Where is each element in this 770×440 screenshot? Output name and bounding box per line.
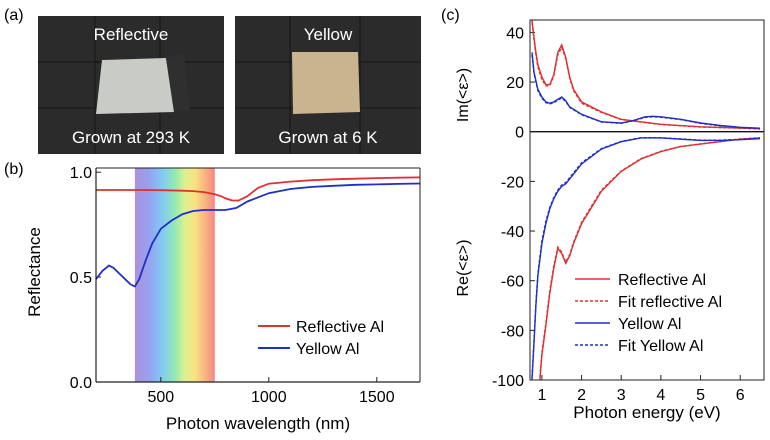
photo-reflective-bottom-text: Grown at 293 K <box>72 128 191 147</box>
legend-b: Reflective Al Yellow Al <box>258 319 384 358</box>
plot-c-ylabel-bottom: Re(<ε>) <box>455 240 472 297</box>
x-tick-label: 6 <box>736 387 745 404</box>
panel-c-label: (c) <box>441 7 460 24</box>
x-tick-label: 1500 <box>359 389 395 406</box>
plot-c-frame <box>529 19 765 381</box>
plot-c-series <box>531 20 761 380</box>
legend-label: Fit reflective Al <box>618 294 722 311</box>
x-tick-label: 1 <box>537 387 546 404</box>
photo-yellow-bottom-text: Grown at 6 K <box>278 128 378 147</box>
x-tick-label: 1000 <box>251 389 287 406</box>
x-tick-label: 4 <box>656 387 665 404</box>
y-tick-label: 0.0 <box>70 375 92 392</box>
photo-reflective: Reflective Grown at 293 K <box>38 16 224 154</box>
series-line-fit-yellow-al <box>531 137 761 378</box>
reflectance-chart: 500 1000 1500 0.0 0.5 1.0 <box>70 165 421 406</box>
y-tick-label: 40 <box>506 25 524 42</box>
y-tick-label: -40 <box>501 224 524 241</box>
x-tick-label: 2 <box>577 387 586 404</box>
visible-spectrum-band <box>134 168 215 382</box>
photo-reflective-top-text: Reflective <box>94 25 169 44</box>
dielectric-chart: 1 2 3 4 5 6 -100 -80 -60 -40 -20 0 20 40 <box>492 20 764 404</box>
reflective-sample <box>96 58 174 114</box>
y-tick-label: -80 <box>501 323 524 340</box>
series-line-reflective-al <box>539 137 761 380</box>
series-line-reflective-al <box>531 20 761 130</box>
sample-shadow <box>166 54 190 112</box>
x-tick-label: 5 <box>696 387 705 404</box>
plot-c-ylabel-top: Im(<ε>) <box>455 68 472 122</box>
plot-c-xlabel: Photon energy (eV) <box>573 403 720 422</box>
y-tick-label: -100 <box>492 373 524 390</box>
photo-yellow-top-text: Yellow <box>304 25 353 44</box>
legend-c: Reflective Al Fit reflective Al Yellow Al F… <box>575 272 722 355</box>
photo-yellow: Yellow Grown at 6 K <box>235 16 421 154</box>
series-line-yellow-al <box>95 182 421 288</box>
panel-b-label: (b) <box>4 161 24 178</box>
y-tick-label: 0 <box>515 125 524 142</box>
x-tick-label: 500 <box>147 389 174 406</box>
panel-a-label: (a) <box>4 7 24 24</box>
y-tick-label: 1.0 <box>70 165 92 182</box>
y-tick-label: -60 <box>501 274 524 291</box>
series-line-fit-reflective-al <box>531 22 761 130</box>
y-tick-label: -20 <box>501 174 524 191</box>
x-tick-label: 3 <box>617 387 626 404</box>
legend-label: Fit Yellow Al <box>618 338 703 355</box>
plot-b-ylabel: Reflectance <box>25 227 44 317</box>
legend-label: Yellow Al <box>296 341 359 358</box>
legend-label: Yellow Al <box>618 316 681 333</box>
series-line-fit-reflective-al <box>539 137 761 378</box>
yellow-sample <box>292 52 360 114</box>
legend-label: Reflective Al <box>296 319 384 336</box>
series-line-fit-yellow-al <box>531 54 761 130</box>
plot-b-xlabel: Photon wavelength (nm) <box>166 414 350 433</box>
series-line-reflective-al <box>96 176 421 202</box>
y-tick-label: 0.5 <box>70 270 92 287</box>
y-tick-label: 20 <box>506 75 524 92</box>
legend-label: Reflective Al <box>618 272 706 289</box>
